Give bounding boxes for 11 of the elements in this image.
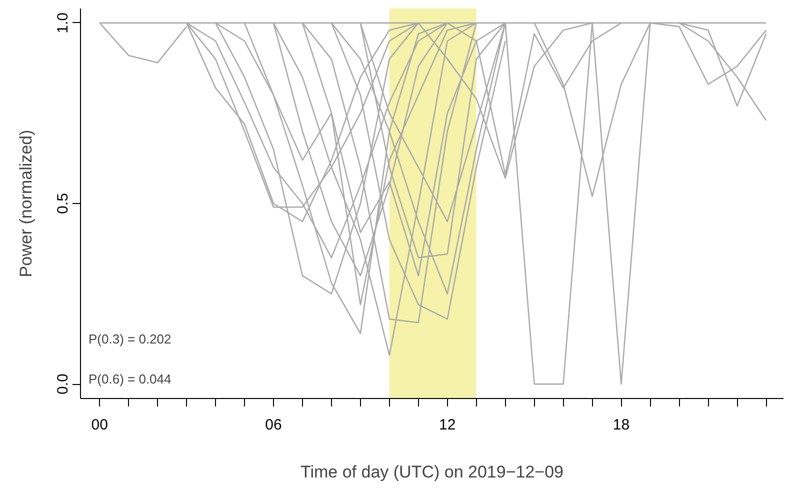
y-tick-label: 0.5 <box>54 193 72 214</box>
x-tick-label: 18 <box>612 416 630 434</box>
y-axis-title: Power (normalized) <box>16 130 36 278</box>
annotation: P(0.6) = 0.044 <box>88 372 172 386</box>
y-tick-label: 0.0 <box>54 374 72 394</box>
x-tick-label: 06 <box>265 416 282 434</box>
x-axis-title: Time of day (UTC) on 2019−12−09 <box>300 462 564 482</box>
x-tick-label: 12 <box>439 416 456 434</box>
x-tick-label: 00 <box>91 416 108 434</box>
annotation: P(0.3) = 0.202 <box>88 332 172 346</box>
y-tick-label: 1.0 <box>54 12 72 34</box>
